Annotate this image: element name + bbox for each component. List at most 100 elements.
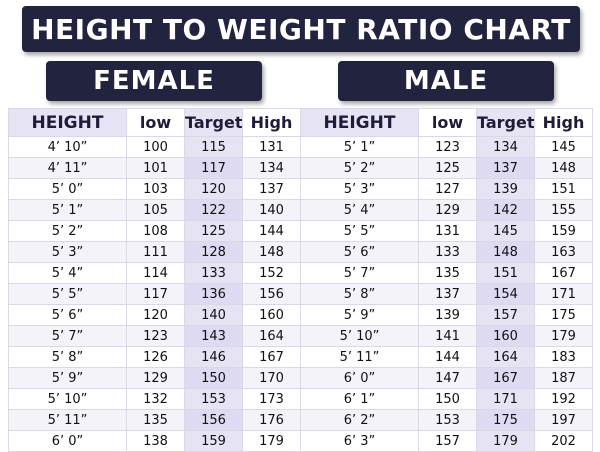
female-header-height: HEIGHT bbox=[8, 108, 127, 137]
target-cell: 145 bbox=[476, 220, 535, 242]
male-label: MALE bbox=[403, 66, 489, 96]
chart-title-banner: HEIGHT TO WEIGHT RATIO CHART bbox=[22, 6, 580, 52]
height-cell: 6’ 0” bbox=[8, 430, 127, 452]
height-cell: 5’ 8” bbox=[300, 283, 419, 305]
height-cell: 5’ 10” bbox=[300, 325, 419, 347]
height-cell: 5’ 3” bbox=[300, 178, 419, 200]
height-cell: 6’ 2” bbox=[300, 409, 419, 431]
low-cell: 147 bbox=[418, 367, 477, 389]
target-cell: 117 bbox=[184, 157, 243, 179]
high-cell: 160 bbox=[242, 304, 301, 326]
high-cell: 179 bbox=[534, 325, 593, 347]
height-cell: 6’ 3” bbox=[300, 430, 419, 452]
target-cell: 134 bbox=[476, 136, 535, 158]
low-cell: 114 bbox=[126, 262, 185, 284]
low-cell: 135 bbox=[418, 262, 477, 284]
table-row: 5’ 9” 129 150 170 bbox=[8, 367, 301, 389]
high-cell: 183 bbox=[534, 346, 593, 368]
table-row: 5’ 4” 129 142 155 bbox=[300, 199, 593, 221]
height-cell: 5’ 5” bbox=[8, 283, 127, 305]
low-cell: 100 bbox=[126, 136, 185, 158]
low-cell: 153 bbox=[418, 409, 477, 431]
target-cell: 137 bbox=[476, 157, 535, 179]
table-row: 5’ 1” 105 122 140 bbox=[8, 199, 301, 221]
low-cell: 123 bbox=[418, 136, 477, 158]
high-cell: 155 bbox=[534, 199, 593, 221]
height-cell: 5’ 6” bbox=[8, 304, 127, 326]
low-cell: 132 bbox=[126, 388, 185, 410]
female-header-low: low bbox=[126, 108, 185, 137]
height-cell: 5’ 7” bbox=[8, 325, 127, 347]
female-header-high: High bbox=[242, 108, 301, 137]
table-row: 4’ 11” 101 117 134 bbox=[8, 157, 301, 179]
high-cell: 152 bbox=[242, 262, 301, 284]
low-cell: 157 bbox=[418, 430, 477, 452]
high-cell: 192 bbox=[534, 388, 593, 410]
high-cell: 140 bbox=[242, 199, 301, 221]
height-cell: 5’ 9” bbox=[300, 304, 419, 326]
height-cell: 5’ 5” bbox=[300, 220, 419, 242]
male-header-target: Target bbox=[476, 108, 535, 137]
table-row: 5’ 5” 131 145 159 bbox=[300, 220, 593, 242]
table-row: 5’ 8” 126 146 167 bbox=[8, 346, 301, 368]
height-cell: 5’ 11” bbox=[8, 409, 127, 431]
low-cell: 111 bbox=[126, 241, 185, 263]
height-cell: 5’ 1” bbox=[8, 199, 127, 221]
target-cell: 140 bbox=[184, 304, 243, 326]
table-row: 5’ 1” 123 134 145 bbox=[300, 136, 593, 158]
height-cell: 4’ 11” bbox=[8, 157, 127, 179]
high-cell: 148 bbox=[242, 241, 301, 263]
high-cell: 167 bbox=[242, 346, 301, 368]
height-cell: 6’ 1” bbox=[300, 388, 419, 410]
low-cell: 129 bbox=[126, 367, 185, 389]
table-row: 5’ 5” 117 136 156 bbox=[8, 283, 301, 305]
low-cell: 120 bbox=[126, 304, 185, 326]
low-cell: 135 bbox=[126, 409, 185, 431]
table-row: 5’ 3” 127 139 151 bbox=[300, 178, 593, 200]
high-cell: 202 bbox=[534, 430, 593, 452]
table-row: 4’ 10” 100 115 131 bbox=[8, 136, 301, 158]
female-header-target: Target bbox=[184, 108, 243, 137]
target-cell: 142 bbox=[476, 199, 535, 221]
table-row: 5’ 4” 114 133 152 bbox=[8, 262, 301, 284]
low-cell: 139 bbox=[418, 304, 477, 326]
height-cell: 5’ 2” bbox=[8, 220, 127, 242]
high-cell: 156 bbox=[242, 283, 301, 305]
table-row: 6’ 2” 153 175 197 bbox=[300, 409, 593, 431]
high-cell: 170 bbox=[242, 367, 301, 389]
table-row: 5’ 6” 120 140 160 bbox=[8, 304, 301, 326]
male-weight-table: HEIGHT low Target High 5’ 1” 123 134 145 5’ … bbox=[300, 108, 593, 452]
high-cell: 176 bbox=[242, 409, 301, 431]
height-cell: 5’ 2” bbox=[300, 157, 419, 179]
low-cell: 129 bbox=[418, 199, 477, 221]
high-cell: 134 bbox=[242, 157, 301, 179]
male-header-high: High bbox=[534, 108, 593, 137]
high-cell: 151 bbox=[534, 178, 593, 200]
high-cell: 131 bbox=[242, 136, 301, 158]
height-cell: 5’ 1” bbox=[300, 136, 419, 158]
low-cell: 103 bbox=[126, 178, 185, 200]
high-cell: 179 bbox=[242, 430, 301, 452]
female-weight-table: HEIGHT low Target High 4’ 10” 100 115 131 4’… bbox=[8, 108, 301, 452]
height-cell: 5’ 8” bbox=[8, 346, 127, 368]
female-label: FEMALE bbox=[93, 66, 215, 96]
target-cell: 159 bbox=[184, 430, 243, 452]
table-row: 5’ 0” 103 120 137 bbox=[8, 178, 301, 200]
male-table-body: 5’ 1” 123 134 145 5’ 2” 125 137 148 5’ 3” 127 139 1… bbox=[300, 136, 593, 452]
high-cell: 197 bbox=[534, 409, 593, 431]
table-row: 5’ 11” 144 164 183 bbox=[300, 346, 593, 368]
low-cell: 150 bbox=[418, 388, 477, 410]
height-cell: 5’ 0” bbox=[8, 178, 127, 200]
target-cell: 175 bbox=[476, 409, 535, 431]
high-cell: 137 bbox=[242, 178, 301, 200]
target-cell: 115 bbox=[184, 136, 243, 158]
female-table-body: 4’ 10” 100 115 131 4’ 11” 101 117 134 5’ 0” 103 12… bbox=[8, 136, 301, 452]
male-header-height: HEIGHT bbox=[300, 108, 419, 137]
low-cell: 133 bbox=[418, 241, 477, 263]
low-cell: 123 bbox=[126, 325, 185, 347]
high-cell: 144 bbox=[242, 220, 301, 242]
target-cell: 146 bbox=[184, 346, 243, 368]
table-row: 5’ 2” 125 137 148 bbox=[300, 157, 593, 179]
target-cell: 120 bbox=[184, 178, 243, 200]
high-cell: 187 bbox=[534, 367, 593, 389]
